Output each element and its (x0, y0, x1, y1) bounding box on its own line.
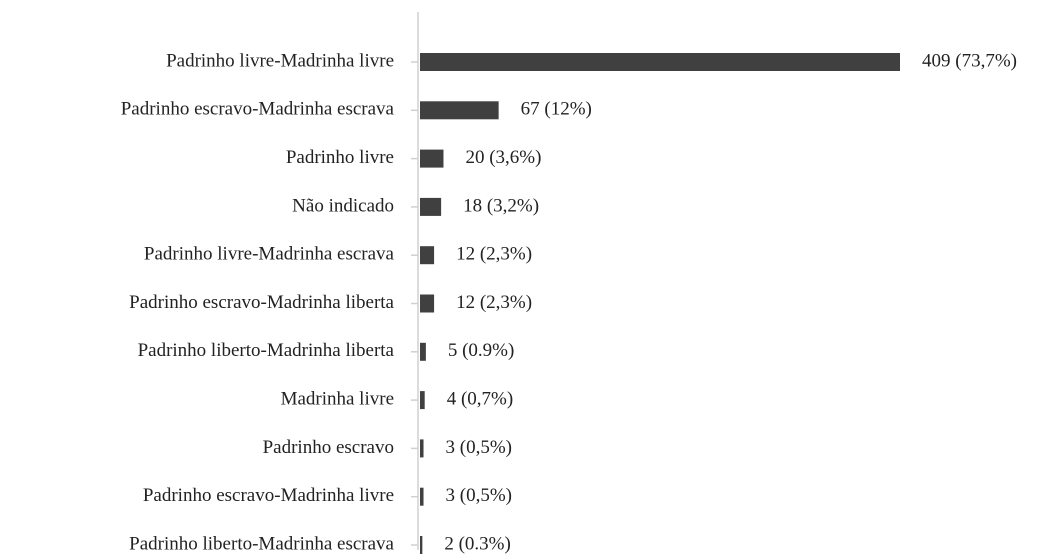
value-label: 12 (2,3%) (456, 244, 532, 265)
bar (420, 487, 424, 506)
value-label: 18 (3,2%) (463, 195, 539, 216)
category-label: Madrinha livre (281, 388, 394, 409)
value-label: 3 (0,5%) (446, 437, 512, 458)
bar (420, 101, 499, 120)
value-label: 20 (3,6%) (465, 147, 541, 168)
value-label: 409 (73,7%) (922, 50, 1017, 71)
value-label: 12 (2,3%) (456, 292, 532, 313)
bar (420, 536, 423, 554)
category-label: Padrinho escravo (263, 437, 394, 458)
bar (420, 197, 442, 216)
category-label: Padrinho escravo-Madrinha escrava (121, 99, 395, 120)
value-label: 3 (0,5%) (446, 485, 512, 506)
bar (420, 53, 900, 71)
category-label: Padrinho liberto-Madrinha liberta (138, 340, 395, 361)
category-label: Padrinho escravo-Madrinha livre (143, 485, 394, 506)
bar (420, 439, 424, 458)
value-label: 67 (12%) (521, 99, 592, 120)
value-label: 5 (0.9%) (448, 340, 514, 361)
category-label: Não indicado (292, 195, 394, 216)
value-label: 4 (0,7%) (447, 388, 513, 409)
bar (420, 342, 426, 361)
category-label: Padrinho liberto-Madrinha escrava (129, 533, 394, 554)
value-label: 2 (0.3%) (444, 533, 510, 554)
category-label: Padrinho livre (286, 147, 394, 168)
bar (420, 149, 444, 168)
category-label: Padrinho livre-Madrinha livre (166, 50, 394, 71)
category-label: Padrinho escravo-Madrinha liberta (129, 292, 394, 313)
bar (420, 294, 435, 313)
category-label: Padrinho livre-Madrinha escrava (144, 244, 395, 265)
bar (420, 246, 435, 265)
bar (420, 391, 425, 410)
